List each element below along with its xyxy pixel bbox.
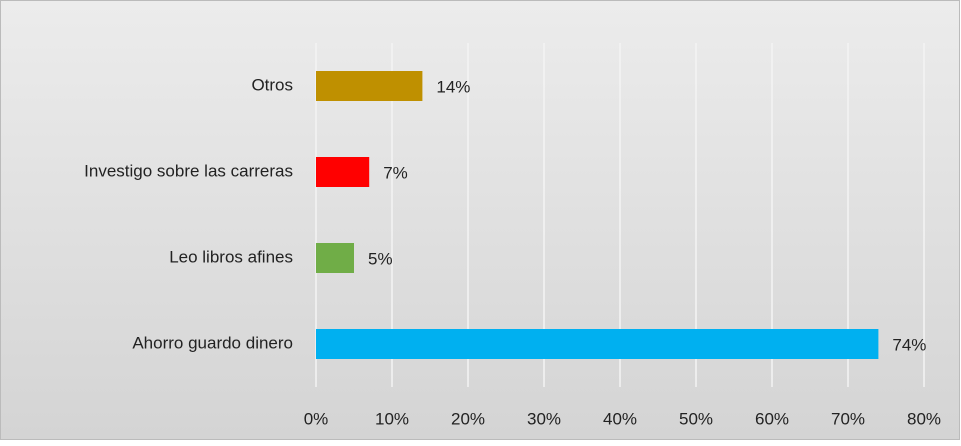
x-tick-label: 20% — [451, 409, 485, 428]
bar — [316, 71, 423, 101]
value-label: 7% — [383, 163, 408, 182]
bar — [316, 243, 354, 273]
value-label: 5% — [368, 249, 393, 268]
y-tick-label: Leo libros afines — [169, 247, 293, 266]
y-tick-label: Otros — [251, 75, 293, 94]
x-tick-label: 0% — [304, 409, 329, 428]
x-tick-label: 10% — [375, 409, 409, 428]
value-label: 14% — [436, 77, 470, 96]
x-tick-label: 50% — [679, 409, 713, 428]
x-tick-label: 70% — [831, 409, 865, 428]
y-tick-label: Ahorro guardo dinero — [132, 333, 293, 352]
x-tick-label: 60% — [755, 409, 789, 428]
x-tick-label: 30% — [527, 409, 561, 428]
x-tick-label: 80% — [907, 409, 941, 428]
x-tick-label: 40% — [603, 409, 637, 428]
value-label: 74% — [892, 335, 926, 354]
y-tick-label: Investigo sobre las carreras — [84, 161, 293, 180]
bar — [316, 157, 370, 187]
bar — [316, 329, 879, 359]
